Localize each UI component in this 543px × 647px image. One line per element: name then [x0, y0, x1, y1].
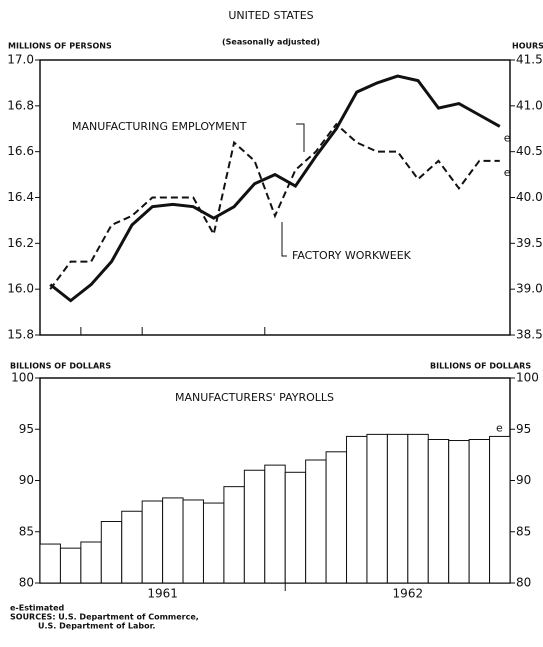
tick-label: 16.6 [7, 144, 34, 158]
footer: SOURCES: U.S. Department of Commerce, [10, 613, 199, 622]
tick-label: 80 [19, 576, 34, 590]
tick-label: 39.0 [516, 282, 543, 296]
tick-label: 90 [516, 473, 531, 487]
chart-title: MANUFACTURERS' PAYROLLS [175, 391, 334, 404]
line [49, 122, 500, 290]
bar [407, 433, 429, 584]
tick-label: 39.5 [516, 236, 543, 250]
tick-label: 41.5 [516, 53, 543, 67]
bar [162, 497, 184, 584]
tick-label: 90 [19, 473, 34, 487]
bar [305, 459, 327, 584]
tick-label: 16.0 [7, 282, 34, 296]
bar [39, 543, 61, 584]
bar [346, 435, 368, 584]
tick-label: 85 [19, 524, 34, 538]
tick-label: 41.0 [516, 98, 543, 112]
tick-label: 40.5 [516, 144, 543, 158]
bar [243, 469, 266, 584]
bar [366, 433, 388, 584]
end-label: e [504, 131, 511, 144]
bar [448, 440, 470, 584]
plot-frame [39, 59, 511, 336]
bar [489, 435, 511, 584]
line [49, 74, 501, 303]
tick-label: 80 [516, 576, 531, 590]
title: UNITED STATES [228, 9, 313, 22]
tick-label: 16.4 [7, 190, 34, 204]
bar [468, 439, 491, 584]
tick-label: 95 [19, 422, 34, 436]
series-label: FACTORY WORKWEEK [292, 249, 412, 262]
tick-label: 16.8 [7, 98, 34, 112]
footer: U.S. Department of Labor. [38, 622, 155, 631]
end-label: e [504, 166, 511, 179]
end-label: e [496, 421, 503, 434]
bar [202, 502, 225, 584]
bar [141, 500, 164, 584]
bar [284, 471, 307, 584]
tick-label: 100 [516, 371, 539, 385]
leader [281, 222, 287, 257]
tick-label: 16.2 [7, 236, 34, 250]
tick-label: 85 [516, 524, 531, 538]
bar [386, 433, 409, 584]
y-label: MILLIONS OF PERSONS [8, 42, 112, 51]
tick-label: 95 [516, 422, 531, 436]
bar [100, 521, 123, 584]
leader [296, 123, 305, 152]
year-label: 1961 [147, 587, 178, 601]
tick-label: 38.5 [516, 328, 543, 342]
footer: e-Estimated [10, 604, 65, 613]
tick-label: 17.0 [7, 53, 34, 67]
bar [121, 510, 143, 584]
bar [427, 439, 450, 584]
tick-label: 15.8 [7, 328, 34, 342]
bar [223, 486, 245, 584]
subtitle: (Seasonally adjusted) [222, 38, 320, 47]
series-label: MANUFACTURING EMPLOYMENT [72, 120, 247, 133]
y-label: BILLIONS OF DOLLARS [10, 362, 111, 371]
bar [264, 464, 286, 584]
tick-label: 40.0 [516, 190, 543, 204]
bar [59, 547, 82, 584]
year-label: 1962 [393, 587, 424, 601]
y2-label: HOURS [512, 42, 543, 51]
tick-label: 100 [11, 371, 34, 385]
bar [182, 499, 204, 584]
bar [325, 451, 348, 584]
y2-label: BILLIONS OF DOLLARS [430, 362, 531, 371]
bar [80, 541, 102, 584]
